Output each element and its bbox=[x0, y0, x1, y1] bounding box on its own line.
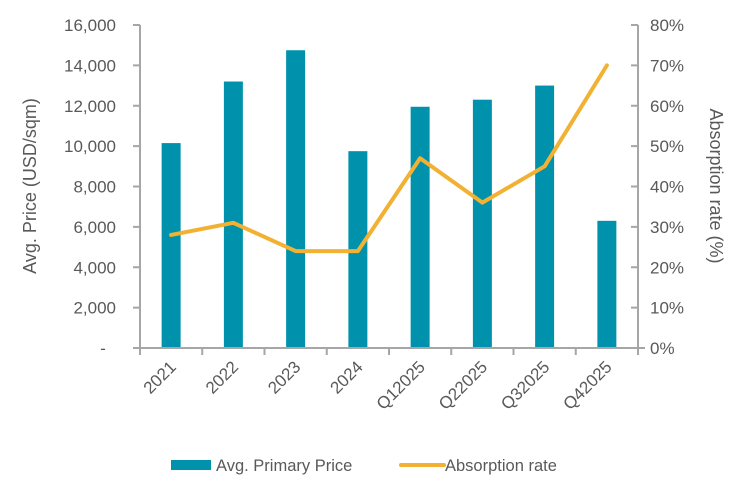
right-tick-label: 50% bbox=[650, 137, 684, 156]
left-tick-label: 6,000 bbox=[73, 218, 116, 237]
left-tick-label: 4,000 bbox=[73, 258, 116, 277]
bar-Q22025 bbox=[472, 99, 492, 348]
x-tick-label: 2021 bbox=[140, 357, 180, 397]
bar-Q32025 bbox=[535, 85, 555, 348]
left-tick-label: 10,000 bbox=[64, 137, 116, 156]
left-tick-label: 8,000 bbox=[73, 178, 116, 197]
x-tick-label: Q22025 bbox=[435, 357, 491, 413]
right-tick-label: 20% bbox=[650, 258, 684, 277]
left-tick-label: 14,000 bbox=[64, 56, 116, 75]
left-tick-label: 12,000 bbox=[64, 97, 116, 116]
left-axis-title: Avg. Price (USD/sqm) bbox=[20, 98, 40, 274]
bar-2021 bbox=[161, 143, 181, 348]
right-tick-label: 80% bbox=[650, 16, 684, 35]
x-tick-label: 2023 bbox=[264, 357, 304, 397]
legend: Avg. Primary Price Absorption rate bbox=[171, 457, 557, 475]
right-tick-label: 40% bbox=[650, 178, 684, 197]
legend-label-absorption: Absorption rate bbox=[445, 457, 557, 475]
bar-series bbox=[161, 50, 617, 349]
x-axis-tick-labels: 2021 2022 2023 2024 Q12025 Q22025 Q32025 Q42025 bbox=[140, 357, 616, 413]
left-tick-label: 16,000 bbox=[64, 16, 116, 35]
bar-2023 bbox=[286, 50, 306, 348]
right-axis-title: Absorption rate (%) bbox=[706, 108, 726, 263]
absorption-rate-line bbox=[169, 63, 609, 254]
legend-label-price: Avg. Primary Price bbox=[216, 457, 352, 475]
left-tick-label: - bbox=[100, 339, 106, 358]
bar-Q12025 bbox=[410, 106, 430, 349]
legend-swatch-bar bbox=[171, 460, 211, 470]
right-tick-label: 60% bbox=[650, 97, 684, 116]
x-tick-label: 2024 bbox=[327, 357, 367, 397]
right-tick-label: 10% bbox=[650, 299, 684, 318]
axes bbox=[133, 24, 645, 355]
right-axis-tick-labels: 0% 10% 20% 30% 40% 50% 60% 70% 80% bbox=[650, 16, 684, 358]
left-axis-tick-labels: - 2,000 4,000 6,000 8,000 10,000 12,000 14,000 1… bbox=[64, 16, 116, 358]
bar-2022 bbox=[223, 81, 243, 349]
x-tick-label: 2022 bbox=[202, 357, 242, 397]
right-tick-label: 70% bbox=[650, 56, 684, 75]
x-tick-label: Q32025 bbox=[497, 357, 553, 413]
left-tick-label: 2,000 bbox=[73, 299, 116, 318]
bar-Q42025 bbox=[597, 220, 617, 348]
line-series bbox=[169, 63, 609, 254]
x-tick-label: Q42025 bbox=[559, 357, 615, 413]
right-tick-label: 0% bbox=[650, 339, 675, 358]
right-tick-label: 30% bbox=[650, 218, 684, 237]
x-tick-label: Q12025 bbox=[373, 357, 429, 413]
